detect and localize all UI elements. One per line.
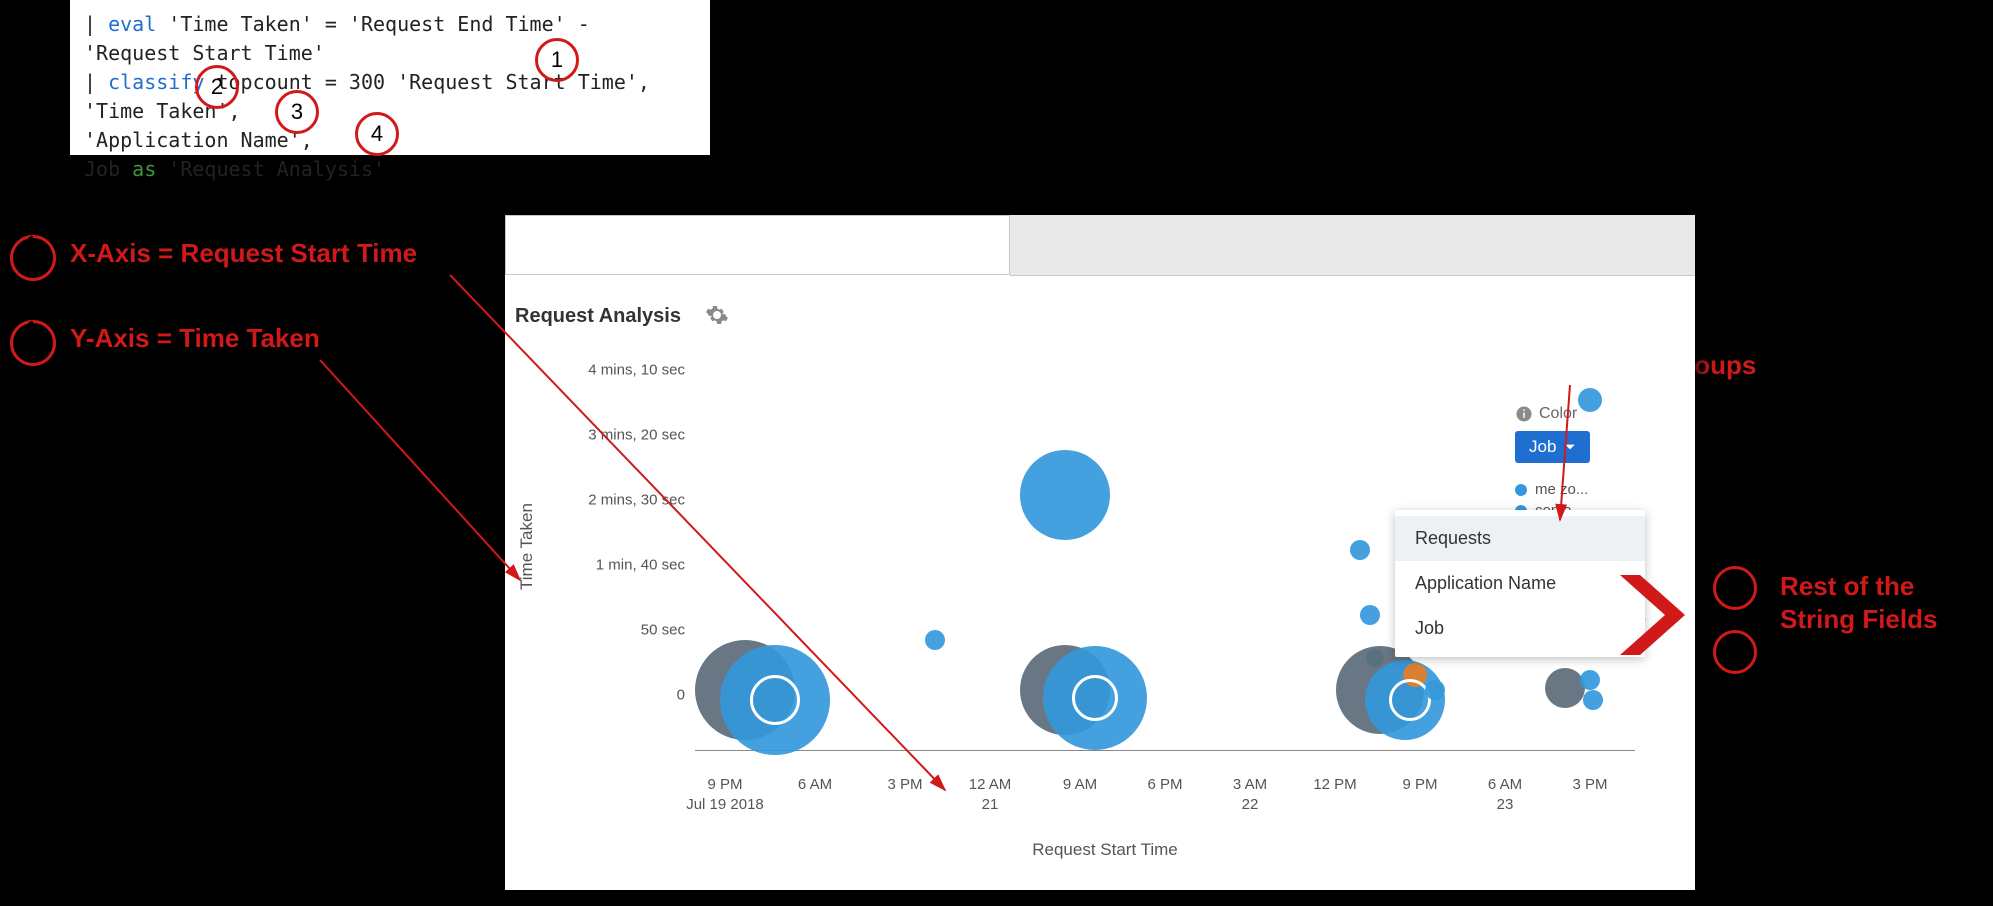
legend-dot — [1515, 484, 1527, 496]
y-tick-label: 2 mins, 30 sec — [565, 492, 685, 509]
x-tick-label: 9 PM — [1380, 775, 1460, 795]
x-tick-label: 12 PM — [1295, 775, 1375, 795]
x-tick-label: 6 AM — [775, 775, 855, 795]
chart-bubble[interactable] — [1072, 675, 1118, 721]
x-tick-label: 12 AM21 — [950, 775, 1030, 814]
digit: 1 — [26, 318, 37, 341]
chart-title: Request Analysis — [515, 305, 681, 328]
digit: 1 — [26, 233, 37, 256]
x-tick-label: 9 PMJul 19 2018 — [685, 775, 765, 814]
annotation-yaxis: Y-Axis = Time Taken — [70, 323, 320, 354]
chart-bubble[interactable] — [1389, 679, 1431, 721]
x-tick-label: 9 AM — [1040, 775, 1120, 795]
y-tick-label: 4 mins, 10 sec — [565, 362, 685, 379]
popover-item[interactable]: Job — [1395, 606, 1645, 651]
chart-bubble[interactable] — [1020, 450, 1110, 540]
annotation-xaxis: X-Axis = Request Start Time — [70, 238, 417, 269]
x-axis-line — [695, 750, 1635, 751]
legend-title: Color — [1515, 405, 1685, 423]
chart-bubble[interactable] — [925, 630, 945, 650]
panel-tab-inactive[interactable] — [1010, 215, 1695, 276]
color-popover[interactable]: RequestsApplication NameJob — [1395, 510, 1645, 657]
chart-bubble[interactable] — [1360, 605, 1380, 625]
code-annotation-circle: 3 — [275, 90, 319, 134]
color-dropdown[interactable]: Job — [1515, 431, 1590, 463]
dropdown-selected: Job — [1529, 437, 1556, 457]
chart-bubble[interactable] — [750, 675, 800, 725]
annotation-rest: Rest of theString Fields — [1780, 570, 1937, 635]
chart-bubble[interactable] — [1580, 670, 1600, 690]
digit: 1 — [26, 255, 37, 278]
popover-item[interactable]: Application Name — [1395, 561, 1645, 606]
chevron-right-icon — [1610, 570, 1700, 660]
code-annotation-circle: 1 — [535, 38, 579, 82]
legend-item[interactable]: me zo... — [1515, 481, 1675, 498]
popover-item[interactable]: Requests — [1395, 516, 1645, 561]
y-tick-label: 3 mins, 20 sec — [565, 427, 685, 444]
y-tick-label: 1 min, 40 sec — [565, 557, 685, 574]
legend-label: me zo... — [1535, 481, 1588, 498]
chart-bubble[interactable] — [1425, 680, 1445, 700]
chart-bubble[interactable] — [1545, 668, 1585, 708]
panel-tab-active[interactable] — [505, 215, 1010, 275]
chart-bubble[interactable] — [1350, 540, 1370, 560]
y-axis-title: Time Taken — [517, 503, 537, 590]
x-tick-label: 3 PM — [865, 775, 945, 795]
x-tick-label: 6 AM23 — [1465, 775, 1545, 814]
chevron-down-icon — [1564, 441, 1576, 453]
legend-annotation-circle: 3 — [1713, 566, 1757, 610]
chart-bubble[interactable] — [1583, 690, 1603, 710]
code-annotation-circle: 4 — [355, 112, 399, 156]
info-icon — [1515, 405, 1533, 423]
x-tick-label: 6 PM — [1125, 775, 1205, 795]
y-tick-label: 0 — [565, 687, 685, 704]
legend-title-text: Color — [1539, 405, 1577, 423]
code-annotation-circle: 2 — [195, 65, 239, 109]
x-axis-title: Request Start Time — [535, 840, 1675, 860]
gear-icon[interactable] — [705, 303, 729, 327]
legend-annotation-circle: 4 — [1713, 630, 1757, 674]
x-tick-label: 3 AM22 — [1210, 775, 1290, 814]
x-tick-label: 3 PM — [1550, 775, 1630, 795]
y-tick-label: 50 sec — [565, 622, 685, 639]
chart-panel: Request Analysis Time Taken Request Star… — [505, 215, 1695, 890]
digit: 2 — [26, 340, 37, 363]
